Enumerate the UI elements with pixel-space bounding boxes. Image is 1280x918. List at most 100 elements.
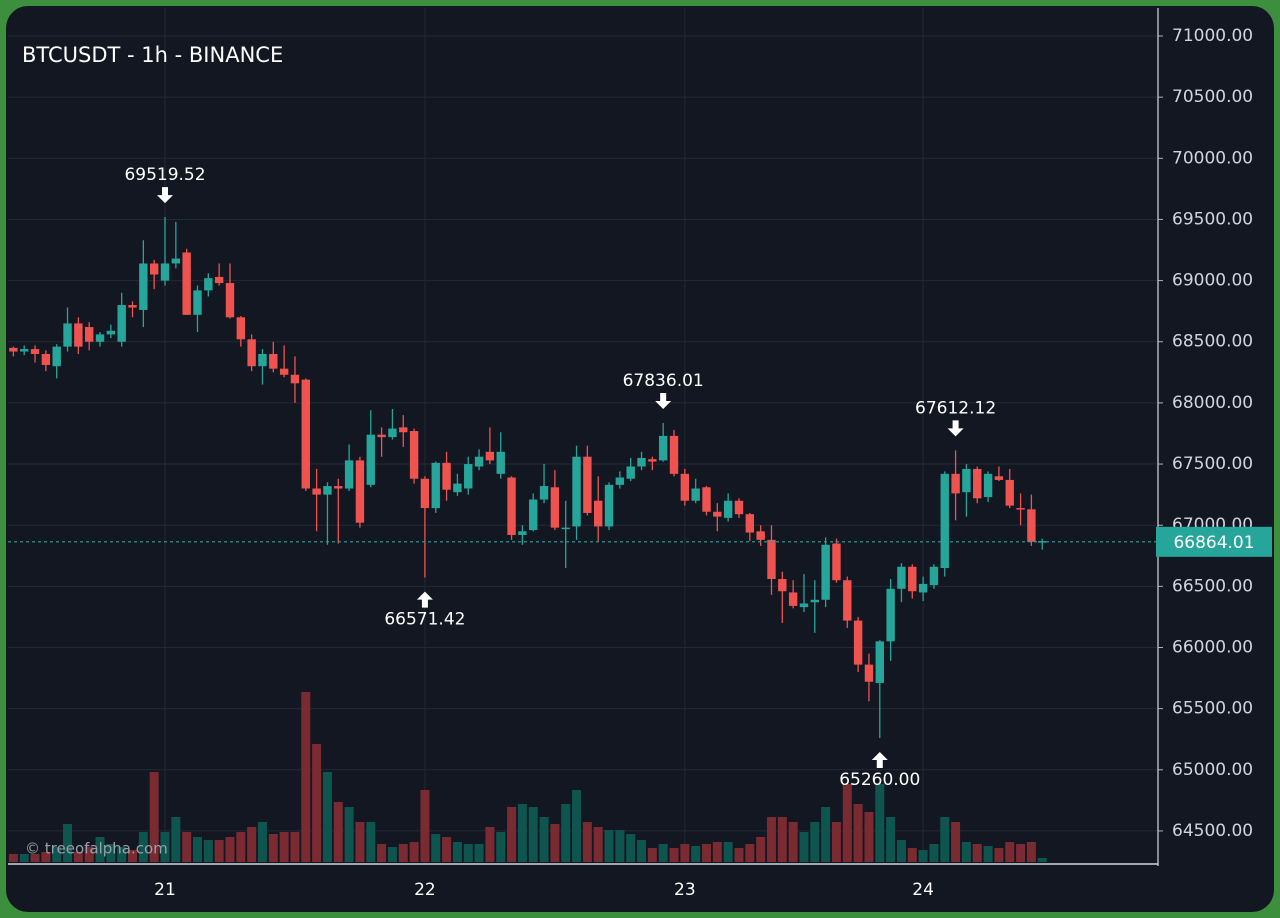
watermark: © treeofalpha.com <box>25 840 168 858</box>
volume-bar <box>951 822 961 862</box>
candle-body <box>74 323 83 347</box>
volume-bar <box>236 832 246 862</box>
volume-bar <box>366 822 376 862</box>
candle-body <box>886 588 895 642</box>
volume-bar <box>528 807 538 862</box>
candle-body <box>561 527 570 530</box>
candle-body <box>821 544 830 600</box>
candle-body <box>594 500 603 527</box>
volume-bar <box>918 850 928 862</box>
candle-body <box>604 484 614 527</box>
candle-body <box>30 349 40 354</box>
volume-bar <box>409 842 419 862</box>
x-tick-label: 22 <box>414 880 436 900</box>
x-tick-label: 21 <box>154 880 176 900</box>
volume-bar <box>1037 858 1047 862</box>
volume-bar <box>279 832 289 862</box>
candle-body <box>388 428 397 438</box>
volume-bar <box>19 854 29 862</box>
candle-body <box>236 317 246 340</box>
candle-body <box>680 473 690 501</box>
volume-bar <box>669 848 679 862</box>
volume-bar <box>507 807 517 862</box>
volume-bar <box>875 784 885 862</box>
y-tick-label: 69500.00 <box>1172 209 1253 229</box>
annotation-label: 69519.52 <box>124 165 205 185</box>
volume-bar <box>1005 842 1015 862</box>
candle-body <box>918 583 928 593</box>
volume-bar <box>702 844 711 862</box>
candle-body <box>366 434 375 485</box>
volume-bar <box>84 847 94 862</box>
candle-body <box>951 473 960 494</box>
last-price-label: 66864.01 <box>1173 533 1254 553</box>
volume-bar <box>550 824 560 862</box>
volume-bar <box>539 817 549 862</box>
candle-body <box>464 464 473 489</box>
candle-body <box>702 487 711 512</box>
volume-bar <box>1016 844 1026 862</box>
candle-body <box>583 456 592 513</box>
volume-bar <box>52 847 62 862</box>
y-tick-label: 70500.00 <box>1172 87 1253 107</box>
volume-bar <box>463 844 473 862</box>
annotation-arrow <box>947 420 964 437</box>
volume-bar <box>160 832 170 862</box>
volume-bar <box>842 784 852 862</box>
volume-bar <box>377 844 387 862</box>
candle-body <box>171 258 181 264</box>
candle-body <box>63 323 72 347</box>
candle-body <box>734 500 744 515</box>
volume-bar <box>907 848 917 862</box>
chart-title: BTCUSDT - 1h - BINANCE <box>22 43 283 67</box>
volume-bar <box>712 842 722 862</box>
annotation-arrow <box>157 187 173 204</box>
volume-bar <box>344 807 354 862</box>
candle-body <box>669 435 679 474</box>
candle-body <box>973 468 982 499</box>
candle-body <box>139 263 148 310</box>
candle-body <box>983 473 993 498</box>
volume-bar <box>756 837 766 862</box>
volume-bar <box>106 844 116 862</box>
annotation-label: 66571.42 <box>384 610 465 630</box>
overlay: 69519.52 66571.42 67836.01 65260.00 67612.12 <box>8 165 1158 790</box>
volume-bar <box>420 790 430 862</box>
y-tick-label: 64500.00 <box>1172 821 1253 841</box>
volume-bar <box>983 846 993 862</box>
candle-body <box>648 459 657 462</box>
candle-body <box>810 599 819 603</box>
annotation-label: 67612.12 <box>915 398 996 418</box>
volume-bar <box>355 822 365 862</box>
volume-bar <box>745 844 755 862</box>
candle-body <box>290 374 300 384</box>
candle-body <box>518 531 527 535</box>
volume-bar <box>961 842 971 862</box>
volume-bar <box>658 844 668 862</box>
y-tick-label: 66000.00 <box>1172 637 1253 657</box>
volume-bar <box>626 834 636 862</box>
candle-body <box>334 486 343 489</box>
annotation-arrow <box>871 751 888 768</box>
volume-bar <box>117 847 127 862</box>
candle-body <box>9 347 18 352</box>
volume-bar <box>442 837 452 862</box>
candle-body <box>442 462 451 490</box>
annotation-label: 65260.00 <box>839 770 920 790</box>
volume-bar <box>398 844 408 862</box>
candle-body <box>52 346 61 367</box>
candle-body <box>908 566 917 592</box>
candle-body <box>745 514 755 533</box>
y-tick-label: 67500.00 <box>1172 454 1253 474</box>
volume-bar <box>257 822 267 862</box>
volume-bar <box>637 840 647 862</box>
candle-body <box>399 427 408 433</box>
volume-bar <box>821 807 831 862</box>
volume-bar <box>8 854 18 862</box>
volume-bar <box>994 848 1004 862</box>
candle-body <box>799 603 809 608</box>
volume-bar <box>680 844 690 862</box>
candle-body <box>225 283 235 318</box>
volume-bar <box>1026 842 1036 862</box>
candle-body <box>496 451 505 474</box>
